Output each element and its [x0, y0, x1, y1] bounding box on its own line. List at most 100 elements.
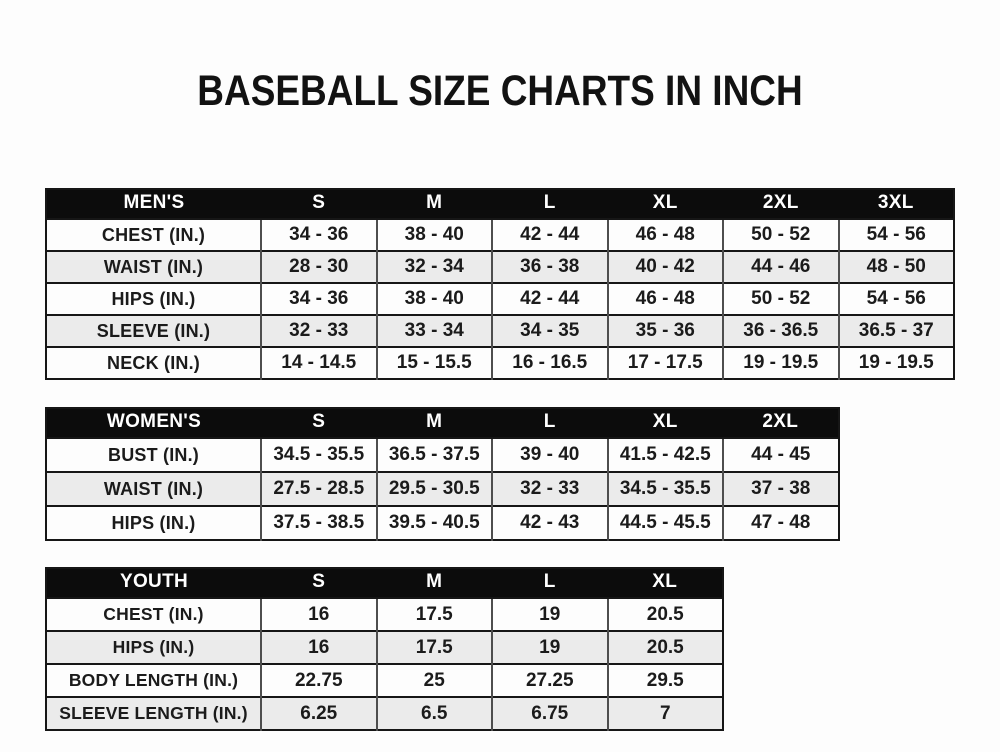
mens-size-value: 42 - 44 — [491, 218, 608, 251]
womens-measurement-row: HIPS (IN.) 37.5 - 38.5 39.5 - 40.5 42 - 43 4… — [46, 505, 839, 540]
youth-size-value: 6.25 — [260, 696, 377, 730]
mens-size-value: 16 - 16.5 — [491, 346, 608, 379]
youth-measurement-row: HIPS (IN.) 16 17.5 19 20.5 — [46, 630, 723, 664]
mens-size-value: 40 - 42 — [606, 250, 723, 283]
youth-size-col-header: XL — [607, 568, 723, 598]
mens-size-value: 35 - 36 — [606, 314, 723, 347]
youth-row-label: BODY LENGTH (IN.) — [46, 663, 261, 697]
youth-size-value: 17.5 — [375, 597, 492, 631]
womens-header-row: WOMEN'S S M L XL 2XL — [46, 408, 839, 438]
womens-size-value: 27.5 - 28.5 — [260, 471, 377, 506]
mens-row-label: CHEST (IN.) — [46, 218, 261, 251]
womens-table-title: WOMEN'S — [46, 408, 261, 438]
womens-measurement-row: BUST (IN.) 34.5 - 35.5 36.5 - 37.5 39 - 40 4… — [46, 437, 839, 472]
mens-size-value: 36 - 36.5 — [722, 314, 839, 347]
womens-size-col-header: L — [492, 408, 608, 438]
youth-size-value: 16 — [260, 630, 377, 664]
mens-measurement-row: NECK (IN.) 14 - 14.5 15 - 15.5 16 - 16.5 17 … — [46, 346, 954, 379]
youth-table-title: YOUTH — [46, 568, 261, 598]
mens-size-value: 34 - 36 — [260, 282, 377, 315]
womens-size-value: 32 - 33 — [491, 471, 608, 506]
youth-measurement-row: SLEEVE LENGTH (IN.) 6.25 6.5 6.75 7 — [46, 696, 723, 730]
womens-size-value: 41.5 - 42.5 — [606, 437, 723, 472]
womens-size-value: 34.5 - 35.5 — [260, 437, 377, 472]
womens-size-value: 36.5 - 37.5 — [375, 437, 492, 472]
womens-row-label: WAIST (IN.) — [46, 471, 261, 506]
mens-size-value: 34 - 35 — [491, 314, 608, 347]
mens-size-value: 44 - 46 — [722, 250, 839, 283]
mens-table-title: MEN'S — [46, 189, 261, 219]
mens-measurement-row: CHEST (IN.) 34 - 36 38 - 40 42 - 44 46 - 48 5… — [46, 218, 954, 251]
mens-size-col-header: M — [376, 189, 492, 219]
womens-size-col-header: XL — [607, 408, 723, 438]
youth-measurement-row: CHEST (IN.) 16 17.5 19 20.5 — [46, 597, 723, 631]
youth-size-value: 6.5 — [375, 696, 492, 730]
mens-size-value: 50 - 52 — [722, 282, 839, 315]
youth-size-col-header: S — [261, 568, 377, 598]
mens-row-label: NECK (IN.) — [46, 346, 261, 379]
womens-size-value: 44.5 - 45.5 — [606, 505, 723, 540]
mens-size-value: 28 - 30 — [260, 250, 377, 283]
womens-size-table: WOMEN'S S M L XL 2XL BUST (IN.) 34.5 - 35.5 36.5… — [45, 407, 840, 541]
mens-size-value: 46 - 48 — [606, 218, 723, 251]
youth-size-col-header: L — [492, 568, 608, 598]
mens-row-label: HIPS (IN.) — [46, 282, 261, 315]
mens-size-value: 50 - 52 — [722, 218, 839, 251]
womens-size-value: 47 - 48 — [722, 505, 839, 540]
mens-size-col-header: XL — [607, 189, 723, 219]
mens-size-value: 19 - 19.5 — [837, 346, 954, 379]
womens-size-col-header: M — [376, 408, 492, 438]
mens-size-value: 14 - 14.5 — [260, 346, 377, 379]
womens-size-value: 29.5 - 30.5 — [375, 471, 492, 506]
youth-size-col-header: M — [376, 568, 492, 598]
youth-size-value: 6.75 — [491, 696, 608, 730]
mens-size-value: 33 - 34 — [375, 314, 492, 347]
youth-size-value: 29.5 — [606, 663, 723, 697]
mens-size-value: 15 - 15.5 — [375, 346, 492, 379]
youth-size-value: 25 — [375, 663, 492, 697]
mens-size-value: 17 - 17.5 — [606, 346, 723, 379]
womens-size-value: 37.5 - 38.5 — [260, 505, 377, 540]
youth-measurement-row: BODY LENGTH (IN.) 22.75 25 27.25 29.5 — [46, 663, 723, 697]
womens-size-value: 34.5 - 35.5 — [606, 471, 723, 506]
womens-size-value: 39.5 - 40.5 — [375, 505, 492, 540]
mens-size-col-header: 3XL — [838, 189, 954, 219]
youth-size-value: 20.5 — [606, 597, 723, 631]
youth-row-label: CHEST (IN.) — [46, 597, 261, 631]
youth-size-value: 20.5 — [606, 630, 723, 664]
youth-size-value: 16 — [260, 597, 377, 631]
youth-header-row: YOUTH S M L XL — [46, 568, 723, 598]
mens-size-col-header: L — [492, 189, 608, 219]
mens-size-value: 48 - 50 — [837, 250, 954, 283]
mens-size-value: 38 - 40 — [375, 218, 492, 251]
womens-row-label: BUST (IN.) — [46, 437, 261, 472]
mens-header-row: MEN'S S M L XL 2XL 3XL — [46, 189, 954, 219]
youth-size-value: 7 — [606, 696, 723, 730]
mens-size-value: 34 - 36 — [260, 218, 377, 251]
womens-size-value: 44 - 45 — [722, 437, 839, 472]
womens-size-value: 37 - 38 — [722, 471, 839, 506]
mens-size-value: 19 - 19.5 — [722, 346, 839, 379]
womens-size-value: 39 - 40 — [491, 437, 608, 472]
mens-size-value: 32 - 34 — [375, 250, 492, 283]
page-title: BASEBALL SIZE CHARTS IN INCH — [197, 67, 803, 115]
youth-row-label: HIPS (IN.) — [46, 630, 261, 664]
mens-size-col-header: S — [261, 189, 377, 219]
mens-row-label: SLEEVE (IN.) — [46, 314, 261, 347]
youth-size-value: 17.5 — [375, 630, 492, 664]
mens-measurement-row: HIPS (IN.) 34 - 36 38 - 40 42 - 44 46 - 48 50… — [46, 282, 954, 315]
mens-size-value: 38 - 40 — [375, 282, 492, 315]
youth-size-value: 27.25 — [491, 663, 608, 697]
mens-row-label: WAIST (IN.) — [46, 250, 261, 283]
womens-size-col-header: 2XL — [723, 408, 839, 438]
mens-size-value: 46 - 48 — [606, 282, 723, 315]
mens-measurement-row: WAIST (IN.) 28 - 30 32 - 34 36 - 38 40 - 42 4… — [46, 250, 954, 283]
mens-size-value: 54 - 56 — [837, 282, 954, 315]
mens-size-value: 42 - 44 — [491, 282, 608, 315]
youth-size-value: 22.75 — [260, 663, 377, 697]
womens-row-label: HIPS (IN.) — [46, 505, 261, 540]
womens-size-value: 42 - 43 — [491, 505, 608, 540]
mens-size-value: 32 - 33 — [260, 314, 377, 347]
mens-size-table: MEN'S S M L XL 2XL 3XL CHEST (IN.) 34 - 36 38 - 4… — [45, 188, 955, 380]
